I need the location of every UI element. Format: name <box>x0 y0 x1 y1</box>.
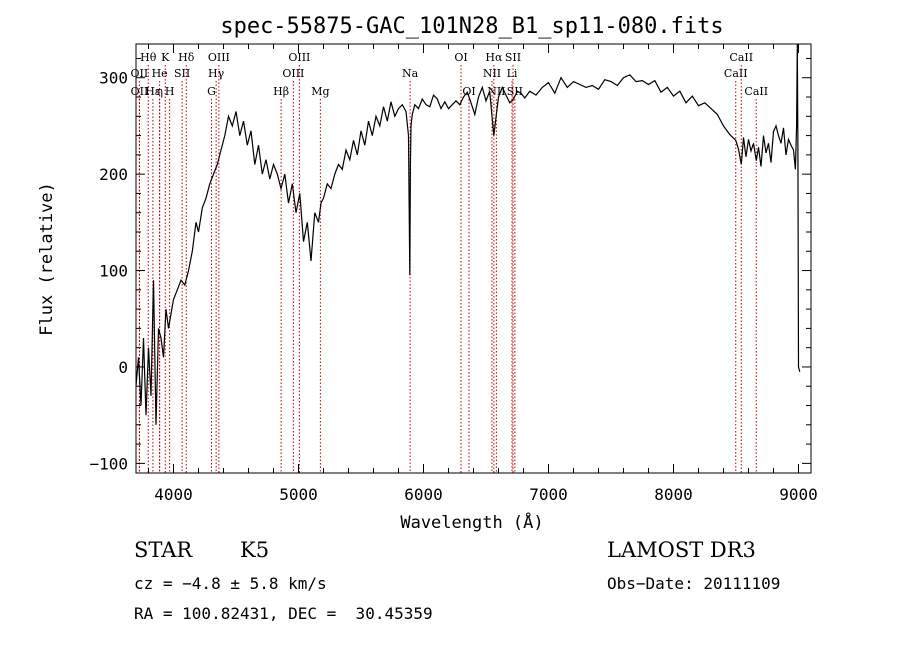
object-subclass: K5 <box>240 538 270 562</box>
spectral-line-label-21: NII <box>483 67 501 80</box>
coordinates: RA = 100.82431, DEC = 30.45359 <box>134 604 433 623</box>
plot-frame <box>135 43 812 474</box>
spectral-line-label-20: Hα <box>485 51 503 64</box>
spectral-line-label-12: G <box>207 85 216 98</box>
spectral-line-label-15: OIII <box>288 51 310 64</box>
spectral-line-label-23: Li <box>507 67 518 80</box>
x-tick-label-5: 9000 <box>779 485 818 504</box>
axis-tick-labels: 4000 5000 6000 7000 8000 9000 −100 0 100 200 300 <box>89 69 817 504</box>
spectral-line-label-3: Hε <box>145 85 161 98</box>
chart-title: spec-55875-GAC_101N28_B1_sp11-080.fits <box>220 14 723 39</box>
spectral-line-label-16: Mg <box>311 85 329 98</box>
axis-ticks <box>136 44 811 473</box>
x-tick-label-2: 6000 <box>404 485 443 504</box>
x-tick-label-1: 5000 <box>279 485 318 504</box>
spectral-line-label-24: SII <box>505 51 521 64</box>
y-tick-label-0: −100 <box>89 454 128 473</box>
x-axis-label: Wavelength (Å) <box>400 511 543 533</box>
y-tick-label-2: 100 <box>99 262 128 281</box>
spectral-line-label-14: OIII <box>282 67 304 80</box>
spectral-line-markers <box>138 65 757 473</box>
spectral-line-label-7: H <box>165 85 175 98</box>
spectral-line-label-13: Hβ <box>273 85 289 98</box>
spectral-line-label-9: Hδ <box>178 51 195 64</box>
spectral-line-label-10: OIII <box>208 51 230 64</box>
spectral-line-label-2: OII <box>131 85 149 98</box>
y-tick-label-1: 0 <box>118 358 128 377</box>
y-axis-label: Flux (relative) <box>37 182 57 336</box>
obs-date: Obs−Date: 20111109 <box>607 574 781 593</box>
spectral-line-label-8: SII <box>174 67 190 80</box>
spectral-line-label-4: He <box>152 67 168 80</box>
spectrum-series-line <box>135 43 801 425</box>
x-tick-label-0: 4000 <box>154 485 193 504</box>
spectral-line-label-25: SII <box>507 85 523 98</box>
spectral-line-label-5: η <box>156 85 163 98</box>
spectral-line-label-17: Na <box>402 67 419 80</box>
survey-name: LAMOST DR3 <box>607 538 756 562</box>
spectral-line-label-6: K <box>161 51 170 64</box>
x-tick-label-4: 8000 <box>654 485 693 504</box>
spectral-line-label-18: OI <box>454 51 467 64</box>
spectral-line-label-22: NII <box>487 85 505 98</box>
redshift-readout: cz = −4.8 ± 5.8 km/s <box>134 574 327 593</box>
spectral-line-label-11: Hγ <box>208 67 225 80</box>
spectral-line-label-28: CaII <box>744 85 768 98</box>
spectral-line-label-26: CaII <box>729 51 753 64</box>
x-tick-label-3: 7000 <box>529 485 568 504</box>
y-tick-label-3: 200 <box>99 165 128 184</box>
object-class: STAR <box>134 538 193 562</box>
y-tick-label-4: 300 <box>99 69 128 88</box>
spectral-line-label-1: OII <box>131 67 149 80</box>
spectral-line-label-27: CaII <box>724 67 748 80</box>
spectral-line-label-0: Hθ <box>140 51 157 64</box>
